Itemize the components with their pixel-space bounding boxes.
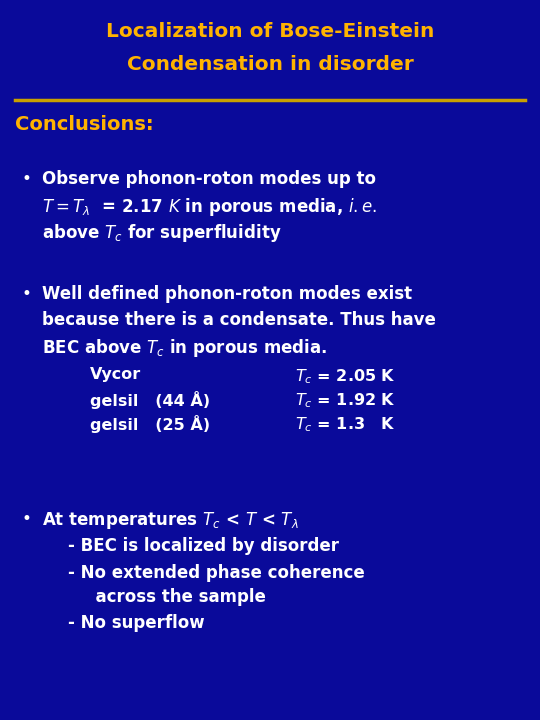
Text: •: • [22,510,32,528]
Text: gelsil   (25 Å): gelsil (25 Å) [90,415,210,433]
Text: - No superflow: - No superflow [68,614,205,632]
Text: above $T_c$ for superfluidity: above $T_c$ for superfluidity [42,222,281,244]
Text: Condensation in disorder: Condensation in disorder [126,55,414,74]
Text: Observe phonon-roton modes up to: Observe phonon-roton modes up to [42,170,376,188]
Text: Conclusions:: Conclusions: [15,115,153,134]
Text: •: • [22,170,32,188]
Text: $T_c$ = 1.92 K: $T_c$ = 1.92 K [295,391,396,410]
Text: - BEC is localized by disorder: - BEC is localized by disorder [68,537,339,555]
Text: Vycor: Vycor [90,367,141,382]
Text: Well defined phonon-roton modes exist: Well defined phonon-roton modes exist [42,285,412,303]
Text: - No extended phase coherence: - No extended phase coherence [68,564,365,582]
Text: BEC above $T_c$ in porous media.: BEC above $T_c$ in porous media. [42,337,327,359]
Text: •: • [22,285,32,303]
Text: $T_c$ = 2.05 K: $T_c$ = 2.05 K [295,367,396,386]
Text: $T_c$ = 1.3   K: $T_c$ = 1.3 K [295,415,396,433]
Text: $T = T_{\lambda}$  = 2.17 $K$ in porous media, $i.e.$: $T = T_{\lambda}$ = 2.17 $K$ in porous m… [42,196,377,218]
Text: gelsil   (44 Å): gelsil (44 Å) [90,391,210,409]
Text: across the sample: across the sample [84,588,266,606]
Text: Localization of Bose-Einstein: Localization of Bose-Einstein [106,22,434,41]
Text: because there is a condensate. Thus have: because there is a condensate. Thus have [42,311,436,329]
Text: At temperatures $T_c$ < $T$ < $T_{\lambda}$: At temperatures $T_c$ < $T$ < $T_{\lambd… [42,510,299,531]
